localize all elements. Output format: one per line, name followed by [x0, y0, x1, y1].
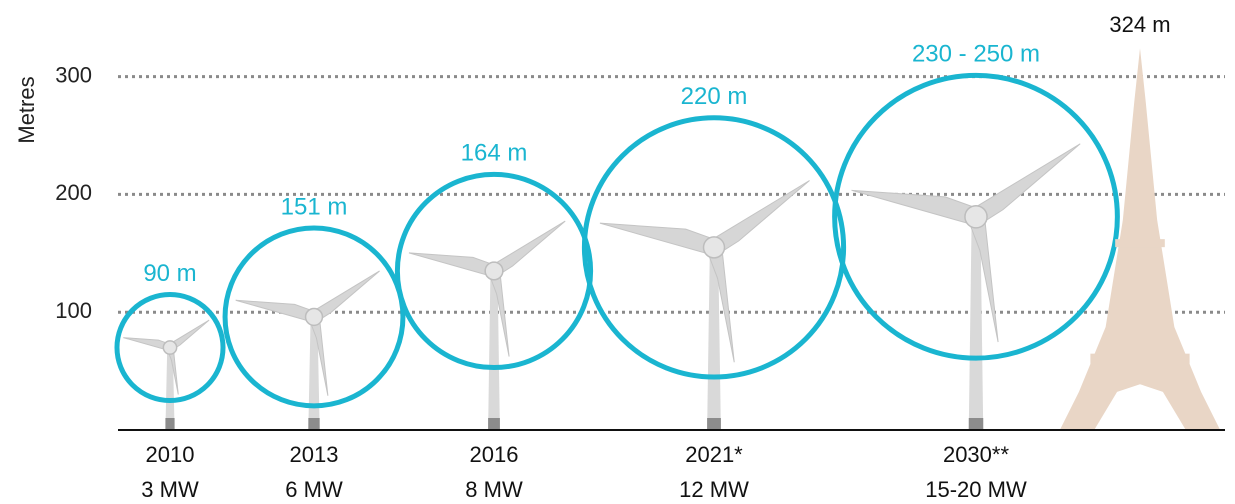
turbine-hub — [304, 307, 324, 327]
rotor-circle — [394, 171, 594, 371]
capacity-label: 12 MW — [679, 477, 749, 502]
year-label: 2021* — [685, 442, 743, 467]
tower-base — [968, 418, 984, 430]
turbine-tower — [165, 347, 175, 430]
y-axis-label: Metres — [14, 76, 39, 143]
capacity-label: 15-20 MW — [925, 477, 1027, 502]
year-label: 2010 — [146, 442, 195, 467]
turbine-tower — [968, 216, 984, 430]
year-label: 2013 — [290, 442, 339, 467]
turbine-hub — [484, 261, 504, 281]
y-tick-label: 200 — [55, 180, 92, 205]
capacity-label: 3 MW — [141, 477, 199, 502]
rotor-circle — [222, 225, 406, 409]
turbine-blade — [408, 252, 496, 278]
turbine-blade — [599, 222, 717, 256]
rotor-label: 220 m — [681, 83, 748, 110]
turbine-tower — [707, 247, 721, 430]
tower-platform — [1090, 353, 1190, 364]
turbine-hub — [964, 204, 988, 229]
turbine-tower — [308, 316, 320, 430]
turbine-hub — [702, 236, 726, 259]
tower-base — [488, 418, 500, 430]
tower-base — [165, 418, 175, 430]
tower-base — [707, 418, 721, 430]
turbine-blade — [708, 180, 810, 255]
rotor-circle — [114, 292, 226, 404]
capacity-label: 6 MW — [285, 477, 343, 502]
rotor-circle — [581, 115, 847, 380]
turbine-blade — [970, 143, 1081, 225]
rotor-label: 164 m — [461, 140, 528, 167]
y-tick-label: 100 — [55, 298, 92, 323]
rotor-label: 151 m — [281, 193, 348, 220]
y-tick-label: 300 — [55, 62, 92, 87]
capacity-label: 8 MW — [465, 477, 523, 502]
turbine-hub — [162, 340, 178, 355]
rotor-label: 90 m — [143, 260, 196, 287]
reference-label: 324 m — [1109, 12, 1170, 37]
rotor-label: 230 - 250 m — [912, 41, 1040, 68]
year-label: 2030** — [943, 442, 1010, 467]
tower-platform — [1115, 239, 1165, 248]
tower-base — [308, 418, 320, 430]
rotor-circle — [832, 72, 1120, 361]
year-label: 2016 — [470, 442, 519, 467]
turbine-blade — [235, 299, 316, 323]
turbine-tower — [488, 270, 500, 430]
